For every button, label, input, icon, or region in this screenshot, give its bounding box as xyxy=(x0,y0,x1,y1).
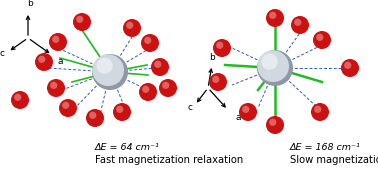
Circle shape xyxy=(11,91,29,109)
Circle shape xyxy=(239,103,257,121)
Circle shape xyxy=(35,53,53,71)
Circle shape xyxy=(151,58,169,76)
Text: a: a xyxy=(58,57,64,66)
Circle shape xyxy=(116,106,123,113)
Circle shape xyxy=(159,79,177,97)
Text: c: c xyxy=(187,102,192,112)
Circle shape xyxy=(52,36,59,43)
Circle shape xyxy=(59,99,77,117)
Circle shape xyxy=(313,31,331,49)
Circle shape xyxy=(86,109,104,127)
Circle shape xyxy=(257,50,289,82)
Circle shape xyxy=(316,34,323,41)
Circle shape xyxy=(294,19,301,26)
Circle shape xyxy=(242,106,249,113)
Circle shape xyxy=(76,16,84,23)
Circle shape xyxy=(266,116,284,134)
Circle shape xyxy=(144,37,151,44)
Circle shape xyxy=(269,119,276,126)
Circle shape xyxy=(38,56,45,63)
Circle shape xyxy=(257,50,293,86)
Circle shape xyxy=(269,12,276,19)
Circle shape xyxy=(262,54,278,70)
Circle shape xyxy=(62,102,69,109)
Circle shape xyxy=(142,86,149,93)
Circle shape xyxy=(89,112,96,119)
Circle shape xyxy=(344,62,351,69)
Circle shape xyxy=(162,82,169,89)
Circle shape xyxy=(266,9,284,27)
Circle shape xyxy=(341,59,359,77)
Text: b: b xyxy=(27,0,33,8)
Text: b: b xyxy=(209,53,215,62)
Circle shape xyxy=(73,13,91,31)
Text: ΔE = 64 cm⁻¹: ΔE = 64 cm⁻¹ xyxy=(95,143,160,152)
Circle shape xyxy=(92,54,124,86)
Circle shape xyxy=(50,82,57,89)
Circle shape xyxy=(92,54,128,90)
Circle shape xyxy=(141,34,159,52)
Text: a: a xyxy=(235,113,240,122)
Text: c: c xyxy=(0,50,5,59)
Circle shape xyxy=(212,76,219,83)
Circle shape xyxy=(314,106,321,113)
Circle shape xyxy=(216,42,223,49)
Circle shape xyxy=(213,39,231,57)
Circle shape xyxy=(96,58,113,74)
Text: Slow magnetization relaxation: Slow magnetization relaxation xyxy=(290,155,378,165)
Circle shape xyxy=(126,22,133,29)
Text: Fast magnetization relaxation: Fast magnetization relaxation xyxy=(95,155,243,165)
Circle shape xyxy=(49,33,67,51)
Circle shape xyxy=(47,79,65,97)
Circle shape xyxy=(291,16,309,34)
Circle shape xyxy=(311,103,329,121)
Circle shape xyxy=(154,61,161,68)
Circle shape xyxy=(209,73,227,91)
Circle shape xyxy=(113,103,131,121)
Circle shape xyxy=(139,83,157,101)
Text: ΔE = 168 cm⁻¹: ΔE = 168 cm⁻¹ xyxy=(290,143,361,152)
Circle shape xyxy=(14,94,21,101)
Circle shape xyxy=(123,19,141,37)
